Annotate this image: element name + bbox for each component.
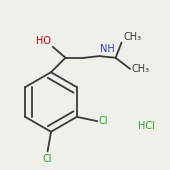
Text: CH₃: CH₃ <box>123 32 141 42</box>
Text: Cl: Cl <box>43 154 52 164</box>
Text: Cl: Cl <box>99 116 108 126</box>
Text: NH: NH <box>100 44 115 54</box>
Text: HCl: HCl <box>138 121 155 131</box>
Text: CH₃: CH₃ <box>132 64 150 74</box>
Text: HO: HO <box>36 36 51 46</box>
